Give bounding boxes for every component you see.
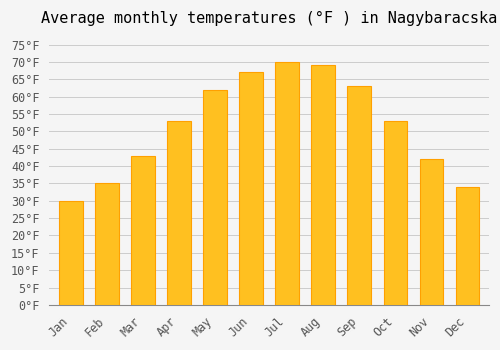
Bar bbox=[204, 90, 227, 305]
Bar bbox=[312, 65, 335, 305]
Bar bbox=[240, 72, 263, 305]
Bar bbox=[420, 159, 443, 305]
Bar bbox=[96, 183, 118, 305]
Title: Average monthly temperatures (°F ) in Nagybaracska: Average monthly temperatures (°F ) in Na… bbox=[41, 11, 497, 26]
Bar bbox=[456, 187, 479, 305]
Bar bbox=[384, 121, 407, 305]
Bar bbox=[348, 86, 371, 305]
Bar bbox=[59, 201, 82, 305]
Bar bbox=[276, 62, 299, 305]
Bar bbox=[168, 121, 190, 305]
Bar bbox=[132, 156, 154, 305]
